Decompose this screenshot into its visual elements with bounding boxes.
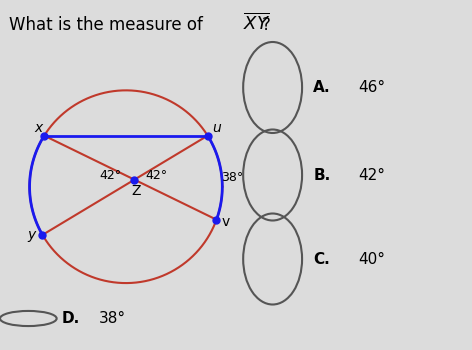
- Text: 38°: 38°: [220, 171, 243, 184]
- Text: 42°: 42°: [99, 169, 121, 182]
- Text: $\overline{XY}$: $\overline{XY}$: [243, 12, 270, 33]
- Text: Z: Z: [132, 184, 141, 198]
- Text: ?: ?: [262, 15, 271, 34]
- Text: y: y: [27, 228, 36, 242]
- Text: v: v: [221, 215, 229, 229]
- Text: 46°: 46°: [359, 80, 386, 95]
- Text: 42°: 42°: [359, 168, 386, 182]
- Text: 38°: 38°: [99, 311, 126, 326]
- Text: 40°: 40°: [359, 252, 386, 266]
- Text: D.: D.: [61, 311, 80, 326]
- Text: u: u: [212, 121, 221, 135]
- Text: What is the measure of: What is the measure of: [9, 15, 209, 34]
- Text: A.: A.: [313, 80, 331, 95]
- Text: 42°: 42°: [145, 169, 168, 182]
- Text: B.: B.: [313, 168, 331, 182]
- Text: C.: C.: [313, 252, 330, 266]
- Text: x: x: [34, 121, 43, 135]
